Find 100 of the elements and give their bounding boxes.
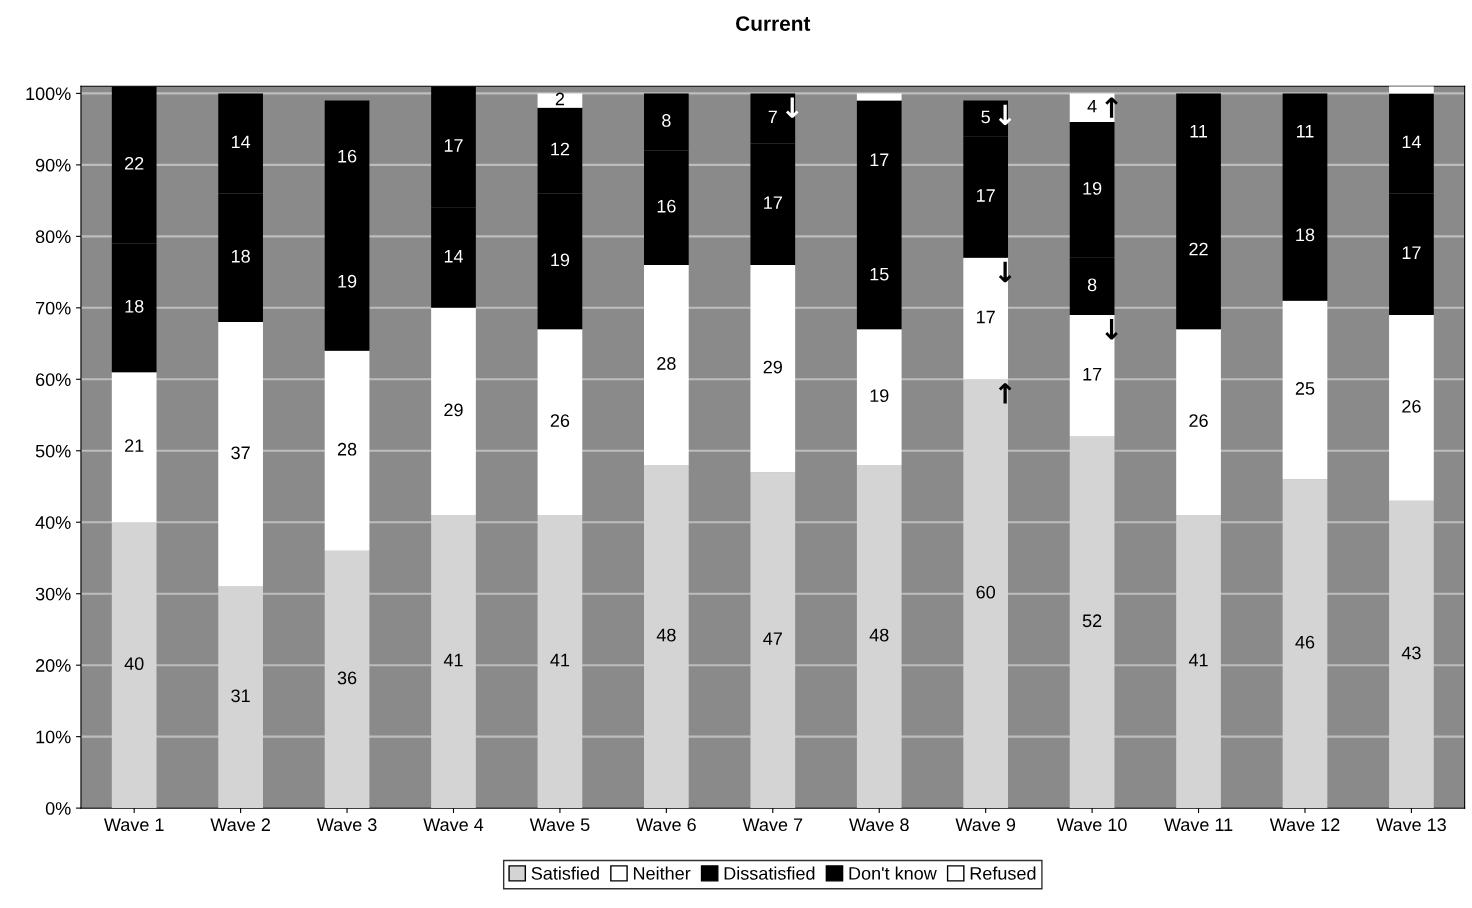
annotation: ↑ — [1105, 97, 1118, 118]
bar — [963, 257, 1009, 380]
data-label: 2 — [555, 92, 565, 106]
y-tick-label: 80% — [35, 230, 71, 244]
annotation: ↓ — [998, 261, 1012, 283]
annotation: ↑ — [998, 383, 1012, 404]
data-label: 18 — [1296, 228, 1315, 242]
data-label: 8 — [662, 114, 671, 127]
data-label: 46 — [1295, 635, 1315, 649]
legend-label: Refused — [970, 866, 1036, 880]
x-tick-label: Wave 5 — [529, 818, 590, 832]
data-label: 41 — [1188, 653, 1208, 667]
x-tick-label: Wave 9 — [955, 818, 1016, 832]
data-label: 29 — [444, 403, 463, 417]
y-tick-label: 10% — [36, 730, 71, 744]
bar — [1389, 314, 1434, 501]
legend-label: Dissatisfied — [724, 866, 815, 880]
data-label: 14 — [444, 250, 463, 263]
data-label: 52 — [1082, 614, 1102, 628]
x-tick-label: Wave 6 — [636, 818, 696, 832]
data-label: 19 — [1083, 181, 1102, 195]
bar — [431, 307, 476, 516]
legend-label: Don't know — [849, 866, 937, 880]
data-label: 4 — [1087, 99, 1097, 113]
bar — [324, 550, 370, 809]
bar — [1282, 479, 1328, 809]
data-label: 12 — [551, 142, 570, 156]
data-label: 48 — [869, 628, 889, 642]
annotation: ↓ — [785, 97, 799, 118]
data-label: 17 — [870, 153, 889, 166]
legend-label: Satisfied — [531, 866, 599, 880]
bar — [750, 264, 796, 473]
annotation: ↓ — [1105, 319, 1118, 340]
data-label: 26 — [1402, 399, 1421, 413]
data-label: 18 — [125, 299, 144, 313]
x-tick-label: Wave 12 — [1269, 818, 1340, 832]
bar — [1282, 300, 1328, 480]
data-label: 17 — [1402, 246, 1421, 259]
annotation: ↓ — [998, 104, 1012, 125]
data-label: 36 — [337, 671, 357, 685]
x-tick-label: Wave 13 — [1376, 818, 1446, 832]
data-label: 15 — [870, 267, 889, 281]
y-tick-label: 40% — [35, 516, 71, 529]
data-label: 17 — [1083, 367, 1102, 381]
data-label: 19 — [338, 274, 357, 288]
data-label: 17 — [977, 189, 995, 202]
data-label: 21 — [125, 439, 144, 452]
bar — [111, 522, 157, 809]
y-tick-label: 60% — [36, 373, 71, 387]
bar — [537, 329, 583, 516]
data-label: 28 — [337, 442, 357, 456]
data-label: 25 — [1295, 382, 1315, 395]
x-tick-label: Wave 3 — [316, 818, 377, 832]
x-tick-label: Wave 7 — [742, 818, 803, 832]
data-label: 41 — [443, 653, 463, 667]
bar — [1176, 329, 1221, 516]
y-tick-label: 0% — [45, 802, 71, 815]
chart-title: Current — [736, 16, 811, 31]
data-label: 16 — [338, 149, 357, 163]
bar — [1069, 436, 1115, 809]
bar — [856, 465, 902, 809]
data-label: 40 — [124, 657, 144, 671]
bar — [537, 93, 583, 108]
bar — [324, 350, 370, 551]
data-label: 41 — [550, 653, 570, 667]
data-label: 5 — [981, 110, 990, 124]
y-tick-label: 70% — [36, 301, 71, 315]
data-label: 22 — [1189, 242, 1208, 256]
y-tick-label: 90% — [35, 158, 71, 172]
data-label: 28 — [657, 357, 676, 370]
bar — [1389, 500, 1434, 809]
bar — [1176, 515, 1221, 809]
data-label: 19 — [551, 253, 570, 267]
data-label: 17 — [764, 196, 782, 209]
y-tick-label: 30% — [35, 587, 71, 601]
data-label: 43 — [1401, 646, 1421, 660]
bar — [111, 372, 157, 523]
data-label: 17 — [444, 139, 463, 152]
bar — [218, 322, 263, 587]
data-label: 18 — [231, 249, 250, 263]
bar — [644, 465, 689, 809]
data-label: 31 — [231, 689, 250, 703]
y-tick-label: 100% — [26, 87, 71, 101]
data-label: 47 — [763, 632, 782, 645]
x-tick-label: Wave 8 — [849, 818, 909, 832]
bar — [963, 379, 1009, 809]
x-tick-label: Wave 1 — [103, 818, 164, 832]
data-label: 14 — [231, 135, 251, 149]
data-label: 22 — [125, 156, 144, 170]
bar — [218, 586, 263, 809]
data-label: 60 — [976, 585, 996, 599]
x-tick-label: Wave 11 — [1164, 818, 1233, 832]
data-label: 11 — [1296, 124, 1314, 138]
data-label: 17 — [977, 310, 995, 324]
data-label: 7 — [768, 110, 777, 124]
data-label: 19 — [870, 389, 889, 403]
data-label: 26 — [550, 414, 570, 428]
data-label: 16 — [657, 199, 676, 213]
legend-label: Neither — [633, 866, 691, 880]
data-label: 11 — [1190, 124, 1208, 138]
